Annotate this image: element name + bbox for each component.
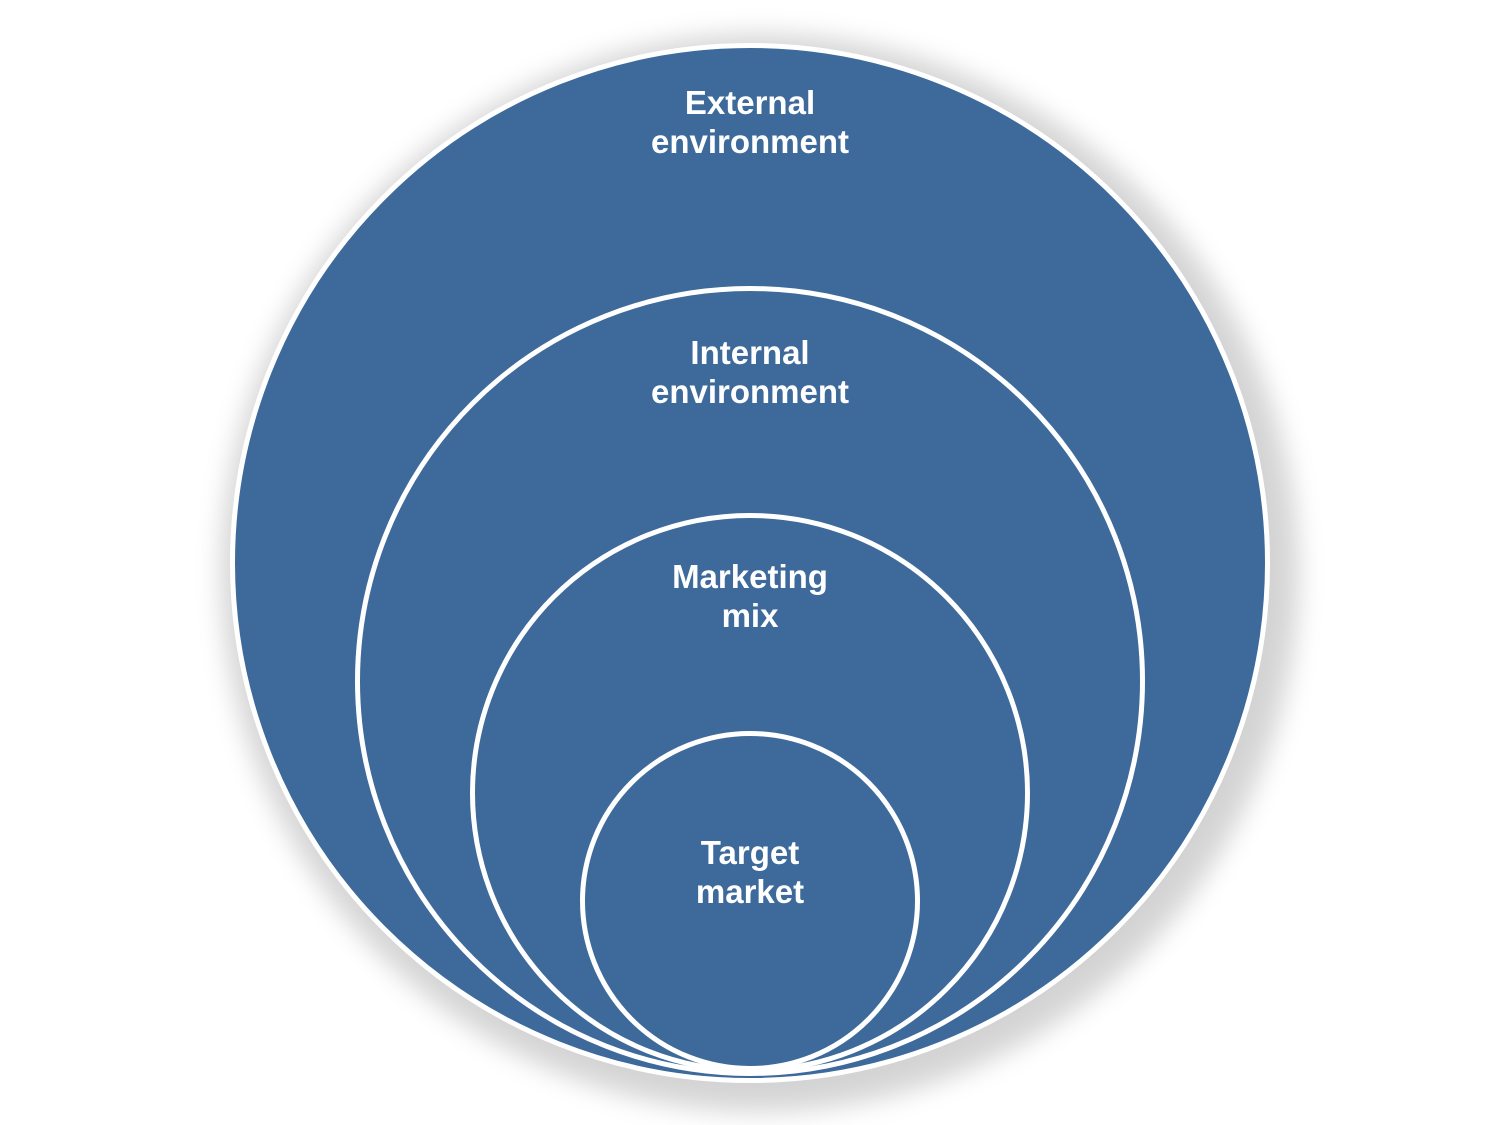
label-target-market: Target market [696,833,804,912]
label-marketing-mix: Marketing mix [672,557,828,636]
label-line1: External [685,84,815,121]
nested-circles-diagram: External environment Internal environmen… [220,33,1280,1093]
label-line1: Marketing [672,558,828,595]
label-external-environment: External environment [651,83,849,162]
label-line2: market [696,873,804,910]
label-line2: environment [651,123,849,160]
label-internal-environment: Internal environment [651,333,849,412]
label-line1: Internal [690,334,809,371]
label-line2: mix [722,597,779,634]
label-line1: Target [701,834,799,871]
label-line2: environment [651,373,849,410]
